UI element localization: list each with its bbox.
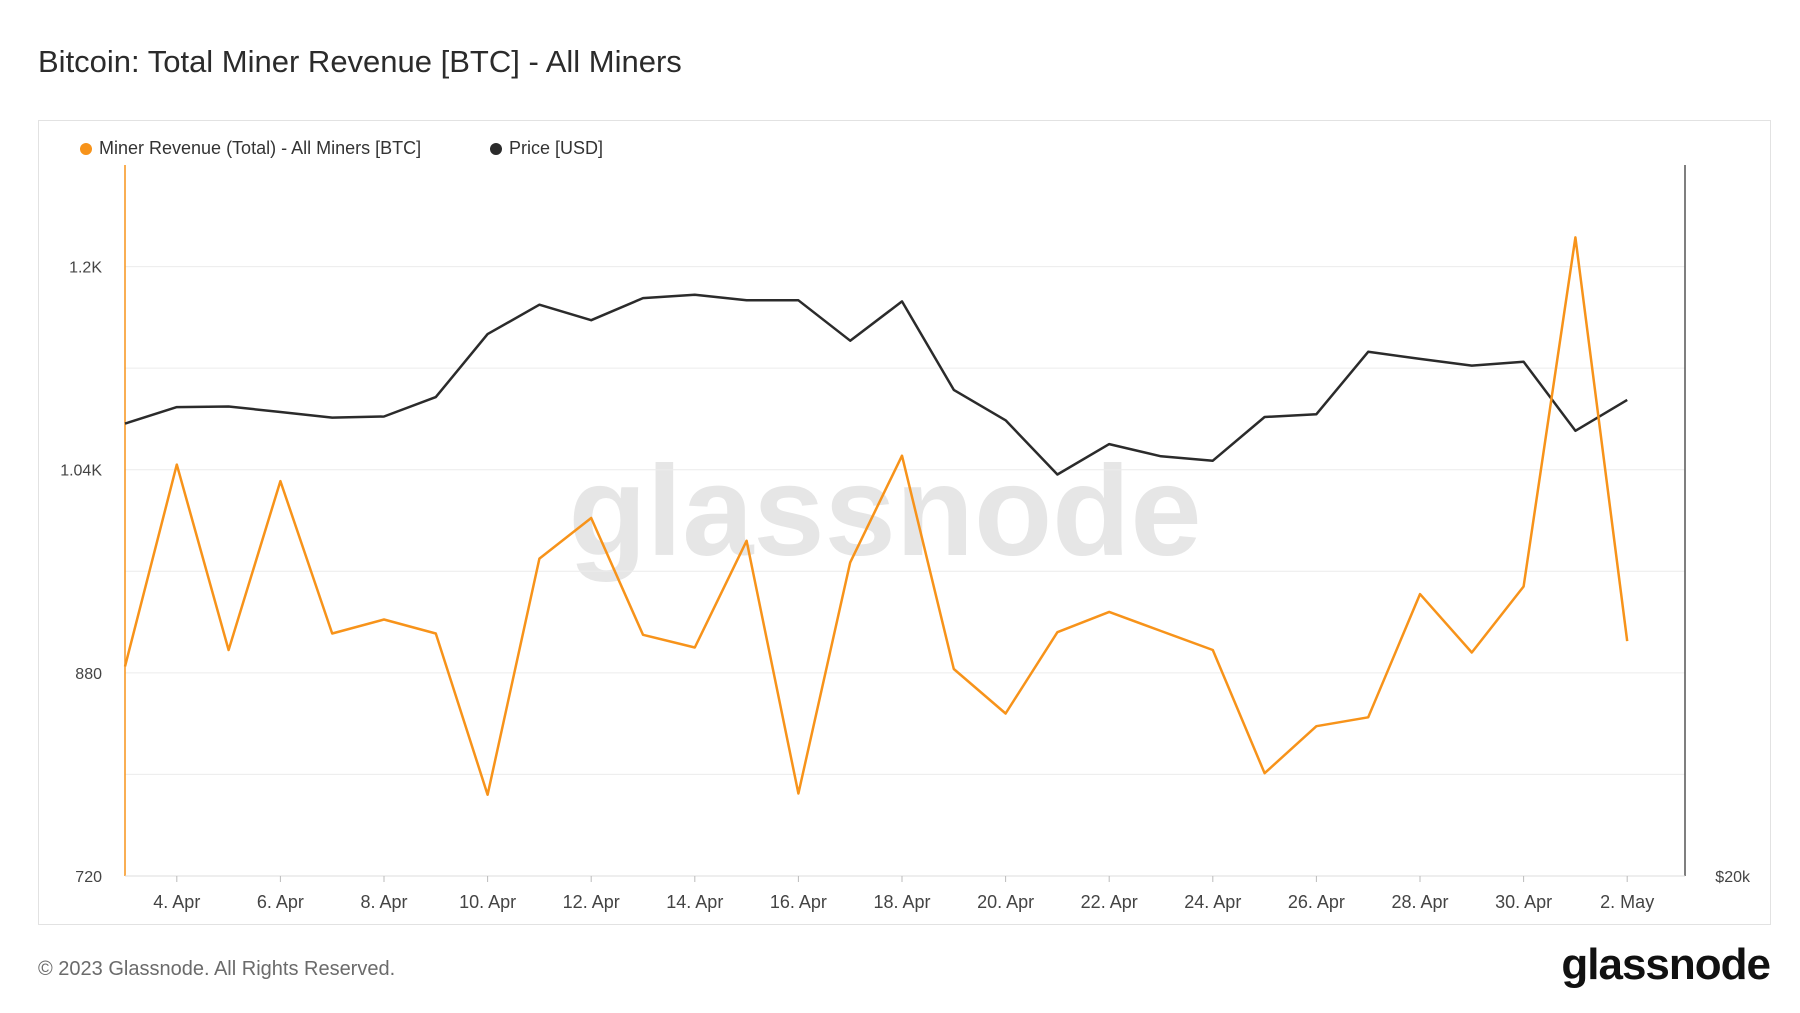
x-tick-label: 28. Apr	[1391, 892, 1448, 912]
series-line-revenue	[123, 236, 1629, 796]
legend-label-revenue: Miner Revenue (Total) - All Miners [BTC]	[99, 138, 422, 158]
x-tick-label: 26. Apr	[1288, 892, 1345, 912]
y-tick-label: 720	[75, 869, 102, 886]
axes	[124, 165, 1686, 877]
x-tick-label: 12. Apr	[563, 892, 620, 912]
legend-item-revenue[interactable]: Miner Revenue (Total) - All Miners [BTC]	[80, 138, 421, 159]
x-tick-label: 22. Apr	[1081, 892, 1138, 912]
x-tick-label: 18. Apr	[873, 892, 930, 912]
brand-logo: glassnode	[1561, 940, 1771, 989]
x-tick-label: 16. Apr	[770, 892, 827, 912]
chart-frame	[38, 120, 1771, 925]
x-axis-ticks: 4. Apr 6. Apr 8. Apr 10. Apr 12. Apr 14. Apr 1…	[153, 876, 1654, 912]
x-tick-label: 24. Apr	[1184, 892, 1241, 912]
series-line-price	[124, 293, 1628, 476]
x-tick-label: 8. Apr	[360, 892, 407, 912]
x-tick-label: 20. Apr	[977, 892, 1034, 912]
legend-dot-icon	[490, 142, 502, 155]
legend-dot-icon	[80, 142, 92, 155]
y-axis-ticks: 720 880 1.04K 1.2K $20k	[60, 260, 1751, 886]
x-tick-label: 14. Apr	[666, 892, 723, 912]
series-group	[123, 236, 1629, 796]
y-tick-label: 880	[75, 666, 102, 683]
y-right-tick-label: $20k	[1715, 869, 1751, 886]
x-tick-label: 6. Apr	[257, 892, 304, 912]
x-tick-label: 10. Apr	[459, 892, 516, 912]
grid-lines	[125, 266, 1685, 877]
watermark: glassnode	[568, 440, 1201, 583]
chart-title: Bitcoin: Total Miner Revenue [BTC] - All…	[38, 44, 682, 79]
x-tick-label: 4. Apr	[153, 892, 200, 912]
copyright-footer: © 2023 Glassnode. All Rights Reserved.	[38, 958, 396, 980]
x-tick-label: 2. May	[1600, 892, 1654, 912]
y-tick-label: 1.2K	[69, 260, 102, 277]
legend-item-price[interactable]: Price [USD]	[490, 138, 603, 159]
x-tick-label: 30. Apr	[1495, 892, 1552, 912]
y-tick-label: 1.04K	[60, 463, 102, 480]
legend-label-price: Price [USD]	[509, 138, 604, 158]
